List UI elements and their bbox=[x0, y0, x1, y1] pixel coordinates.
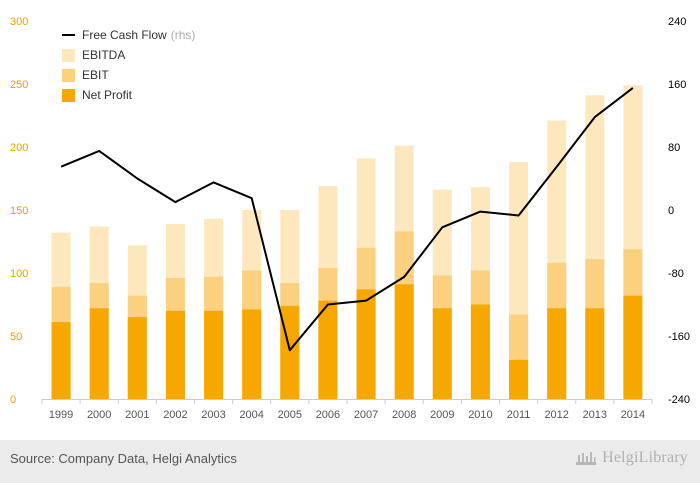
brand-logo: HelgiLibrary bbox=[575, 449, 688, 467]
bar-net-profit-2007 bbox=[356, 289, 376, 399]
bar-net-profit-2000 bbox=[89, 308, 109, 399]
library-building-icon bbox=[576, 452, 597, 465]
x-tick-label-2000: 2000 bbox=[87, 409, 111, 421]
bar-net-profit-1999 bbox=[51, 322, 71, 399]
bars-layer bbox=[51, 85, 643, 400]
y-right-tick-label--80: -80 bbox=[668, 268, 684, 280]
y-left-tick-label-200: 200 bbox=[10, 142, 28, 154]
y-right-tick-label-80: 80 bbox=[668, 142, 680, 154]
x-tick-label-2006: 2006 bbox=[316, 409, 340, 421]
bar-net-profit-2011 bbox=[509, 359, 529, 399]
x-tick-label-2013: 2013 bbox=[583, 409, 607, 421]
bar-net-profit-2014 bbox=[623, 295, 643, 399]
y-right-tick-labels: -240 -160 -80 0 80 160 240 bbox=[668, 16, 690, 406]
footer: Source: Company Data, Helgi Analytics He… bbox=[0, 440, 700, 483]
bar-net-profit-2004 bbox=[242, 309, 262, 399]
free-cash-flow-line bbox=[60, 87, 634, 352]
x-tick-label-2014: 2014 bbox=[621, 409, 645, 421]
y-left-tick-label-250: 250 bbox=[10, 79, 28, 91]
legend-marker-ebit bbox=[62, 69, 75, 82]
x-tick-label-2003: 2003 bbox=[201, 409, 225, 421]
bar-net-profit-2008 bbox=[394, 284, 414, 399]
y-left-tick-labels: 0 50 100 150 200 250 300 bbox=[10, 16, 28, 406]
x-tick-label-2005: 2005 bbox=[278, 409, 302, 421]
x-tick-label-2011: 2011 bbox=[507, 409, 531, 421]
source-note: Source: Company Data, Helgi Analytics bbox=[10, 451, 237, 466]
x-tick-label-2002: 2002 bbox=[163, 409, 187, 421]
legend-label-ebitda: EBITDA bbox=[82, 48, 125, 62]
legend-label-net-profit: Net Profit bbox=[82, 88, 133, 102]
legend-label-free-cash-flow: Free Cash Flow (rhs) bbox=[82, 28, 195, 42]
bar-net-profit-2006 bbox=[318, 300, 338, 399]
x-tick-label-2010: 2010 bbox=[468, 409, 492, 421]
y-right-tick-label--160: -160 bbox=[668, 331, 690, 343]
x-tick-label-2007: 2007 bbox=[354, 409, 378, 421]
y-right-tick-label-0: 0 bbox=[668, 205, 674, 217]
legend-marker-net-profit bbox=[62, 89, 75, 102]
legend-marker-ebitda bbox=[62, 49, 75, 62]
bar-net-profit-2001 bbox=[127, 317, 147, 399]
y-left-tick-label-0: 0 bbox=[10, 394, 16, 406]
legend: Free Cash Flow (rhs) EBITDA EBIT Net Profit bbox=[62, 28, 195, 102]
x-tick-label-2008: 2008 bbox=[392, 409, 416, 421]
x-tick-label-2004: 2004 bbox=[239, 409, 263, 421]
y-right-tick-label-240: 240 bbox=[668, 16, 686, 28]
x-tick-marks bbox=[41, 399, 653, 404]
x-tick-label-2012: 2012 bbox=[544, 409, 568, 421]
bar-net-profit-2013 bbox=[585, 308, 605, 399]
legend-label-ebit: EBIT bbox=[82, 68, 109, 82]
legend-label-suffix: (rhs) bbox=[171, 28, 196, 42]
x-tick-label-2009: 2009 bbox=[430, 409, 454, 421]
bar-net-profit-2002 bbox=[165, 310, 185, 399]
bar-net-profit-2012 bbox=[547, 308, 567, 399]
x-tick-label-2001: 2001 bbox=[125, 409, 149, 421]
y-left-tick-label-300: 300 bbox=[10, 16, 28, 28]
bar-net-profit-2009 bbox=[432, 308, 452, 399]
bar-net-profit-2010 bbox=[470, 304, 490, 399]
bar-net-profit-2003 bbox=[204, 310, 224, 399]
y-right-tick-label--240: -240 bbox=[668, 394, 690, 406]
brand-name: HelgiLibrary bbox=[602, 449, 688, 466]
y-left-tick-label-100: 100 bbox=[10, 268, 28, 280]
y-left-tick-label-150: 150 bbox=[10, 205, 28, 217]
y-right-tick-label-160: 160 bbox=[668, 79, 686, 91]
x-tick-labels: 1999 2000 2001 2002 2003 2004 2005 2006 2007 2008… bbox=[49, 409, 645, 421]
chart: 1999 2000 2001 2002 2003 2004 2005 2006 2007 2008… bbox=[10, 16, 690, 421]
x-tick-label-1999: 1999 bbox=[49, 409, 73, 421]
y-left-tick-label-50: 50 bbox=[10, 331, 22, 343]
